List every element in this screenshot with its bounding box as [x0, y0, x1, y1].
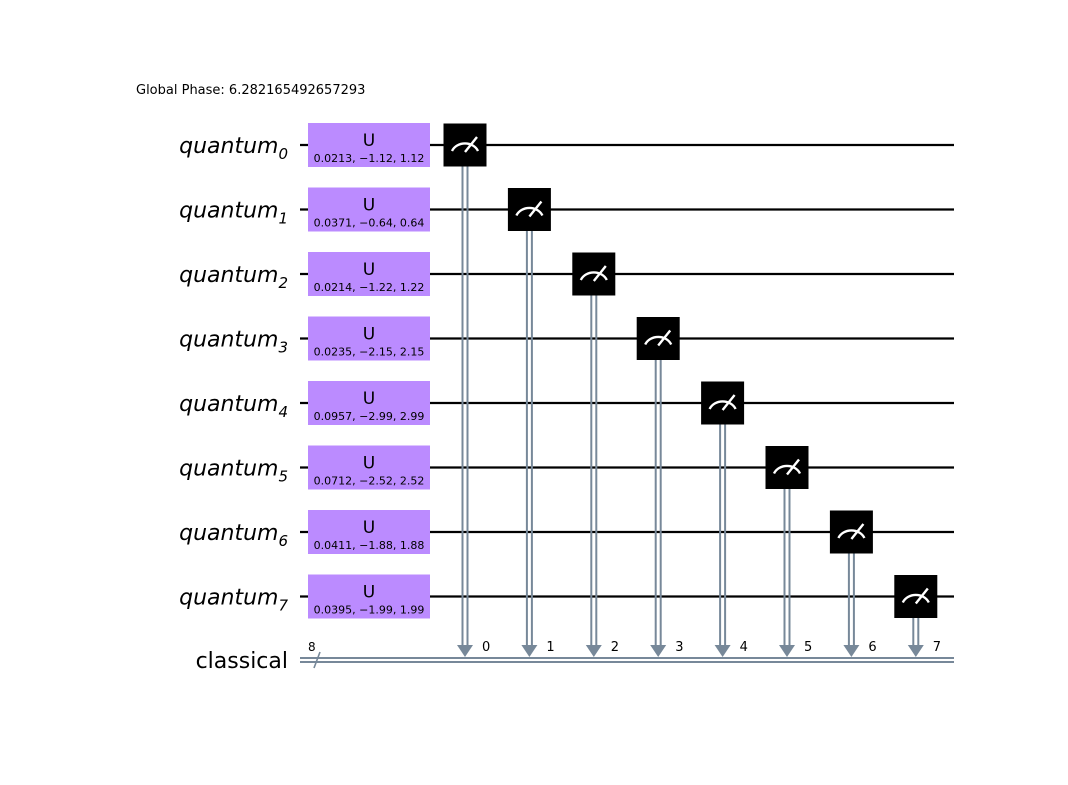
- classical-label: classical: [196, 649, 288, 674]
- qubit-label: quantum4: [179, 392, 288, 421]
- u-gate-params: 0.0957, −2.99, 2.99: [314, 410, 425, 423]
- u-gate-label: U: [363, 260, 375, 280]
- measure-gate: 7: [894, 575, 941, 657]
- meter-arc-icon: [837, 529, 866, 539]
- measure-target-label: 5: [804, 640, 812, 655]
- meter-needle-icon: [528, 200, 543, 218]
- qubit-label: quantum2: [179, 263, 288, 292]
- meter-arc-icon: [772, 464, 802, 475]
- measure-gate: 1: [507, 188, 555, 657]
- u-gate: U0.0957, −2.99, 2.99: [308, 381, 430, 425]
- u-gate-box: [308, 510, 430, 554]
- meter-arc-icon: [708, 400, 737, 410]
- measure-gate: 2: [572, 252, 619, 657]
- u-gate-params: 0.0712, −2.52, 2.52: [314, 475, 425, 488]
- u-gate-box: [308, 187, 430, 232]
- qubit-label: quantum6: [179, 521, 288, 550]
- u-gate: U0.0712, −2.52, 2.52: [308, 445, 430, 490]
- u-gate-label: U: [363, 389, 375, 409]
- u-gate-params: 0.0235, −2.15, 2.15: [314, 346, 425, 359]
- u-gate-label: U: [363, 583, 375, 603]
- measure-gate: 6: [829, 510, 877, 657]
- qubit-label: quantum5: [179, 457, 288, 486]
- qubit-label: quantum0: [179, 134, 288, 163]
- u-gate: U0.0395, −1.99, 1.99: [308, 574, 430, 619]
- u-gate-box: [308, 381, 430, 425]
- u-gate-params: 0.0213, −1.12, 1.12: [314, 152, 425, 165]
- measure-arrow: [779, 645, 795, 657]
- u-gate-label: U: [363, 325, 375, 345]
- measure-target-label: 3: [675, 640, 683, 655]
- measure-target-label: 6: [868, 640, 876, 655]
- meter-needle-icon: [786, 458, 800, 476]
- u-gate-box: [308, 445, 430, 490]
- meter-arc-icon: [579, 271, 608, 281]
- meter-arc-icon: [901, 593, 930, 604]
- u-gate-label: U: [363, 196, 375, 216]
- measure-gate: 3: [636, 317, 683, 657]
- u-gate: U0.0371, −0.64, 0.64: [308, 187, 430, 232]
- u-gate-box: [308, 574, 430, 619]
- measure-arrow: [585, 645, 602, 657]
- meter-needle-icon: [914, 587, 929, 605]
- bus-slash: [313, 651, 321, 669]
- u-gate-params: 0.0214, −1.22, 1.22: [314, 281, 425, 294]
- u-gate-label: U: [363, 454, 375, 474]
- meter-arc-icon: [515, 206, 544, 217]
- u-gate-box: [308, 316, 430, 361]
- measure-arrow: [650, 645, 667, 657]
- meter-needle-icon: [657, 329, 672, 347]
- measure-arrow: [521, 645, 538, 657]
- measure-box: [443, 123, 487, 167]
- qubit-label: quantum1: [179, 199, 288, 228]
- qubit-label: quantum7: [179, 586, 288, 615]
- classical-size-label: 8: [308, 640, 316, 654]
- u-gate-label: U: [363, 518, 375, 538]
- measure-box: [894, 575, 938, 618]
- u-gate-box: [308, 123, 430, 167]
- u-gate: U0.0411, −1.88, 1.88: [308, 510, 430, 554]
- measure-gate: 0: [443, 123, 490, 657]
- measure-box: [636, 317, 680, 360]
- measure-box: [507, 188, 551, 231]
- meter-needle-icon: [850, 523, 865, 540]
- u-gate-box: [308, 252, 430, 296]
- meter-needle-icon: [464, 136, 478, 153]
- measure-gate: 4: [701, 381, 748, 657]
- u-gate-params: 0.0395, −1.99, 1.99: [314, 604, 425, 617]
- measure-box: [572, 252, 616, 296]
- measure-target-label: 0: [482, 640, 490, 655]
- measure-arrow: [907, 645, 924, 657]
- measure-box: [765, 446, 809, 489]
- meter-needle-icon: [721, 394, 736, 411]
- measure-gate: 5: [765, 446, 812, 657]
- measure-box: [701, 381, 745, 425]
- u-gate-label: U: [363, 131, 375, 151]
- measure-arrow: [457, 645, 473, 657]
- measure-target-label: 7: [933, 640, 941, 655]
- u-gate: U0.0213, −1.12, 1.12: [308, 123, 430, 167]
- meter-arc-icon: [450, 142, 480, 152]
- u-gate-params: 0.0411, −1.88, 1.88: [314, 539, 425, 552]
- u-gate-params: 0.0371, −0.64, 0.64: [314, 217, 425, 230]
- u-gate: U0.0235, −2.15, 2.15: [308, 316, 430, 361]
- measure-arrow: [714, 645, 731, 657]
- measure-target-label: 4: [740, 640, 748, 655]
- measure-target-label: 1: [546, 640, 554, 655]
- meter-needle-icon: [592, 265, 607, 282]
- measure-box: [829, 510, 873, 554]
- meter-arc-icon: [644, 335, 673, 346]
- measure-target-label: 2: [611, 640, 619, 655]
- global-phase-label: Global Phase: 6.282165492657293: [136, 83, 365, 98]
- measure-arrow: [843, 645, 860, 657]
- u-gate: U0.0214, −1.22, 1.22: [308, 252, 430, 296]
- qubit-label: quantum3: [179, 328, 288, 357]
